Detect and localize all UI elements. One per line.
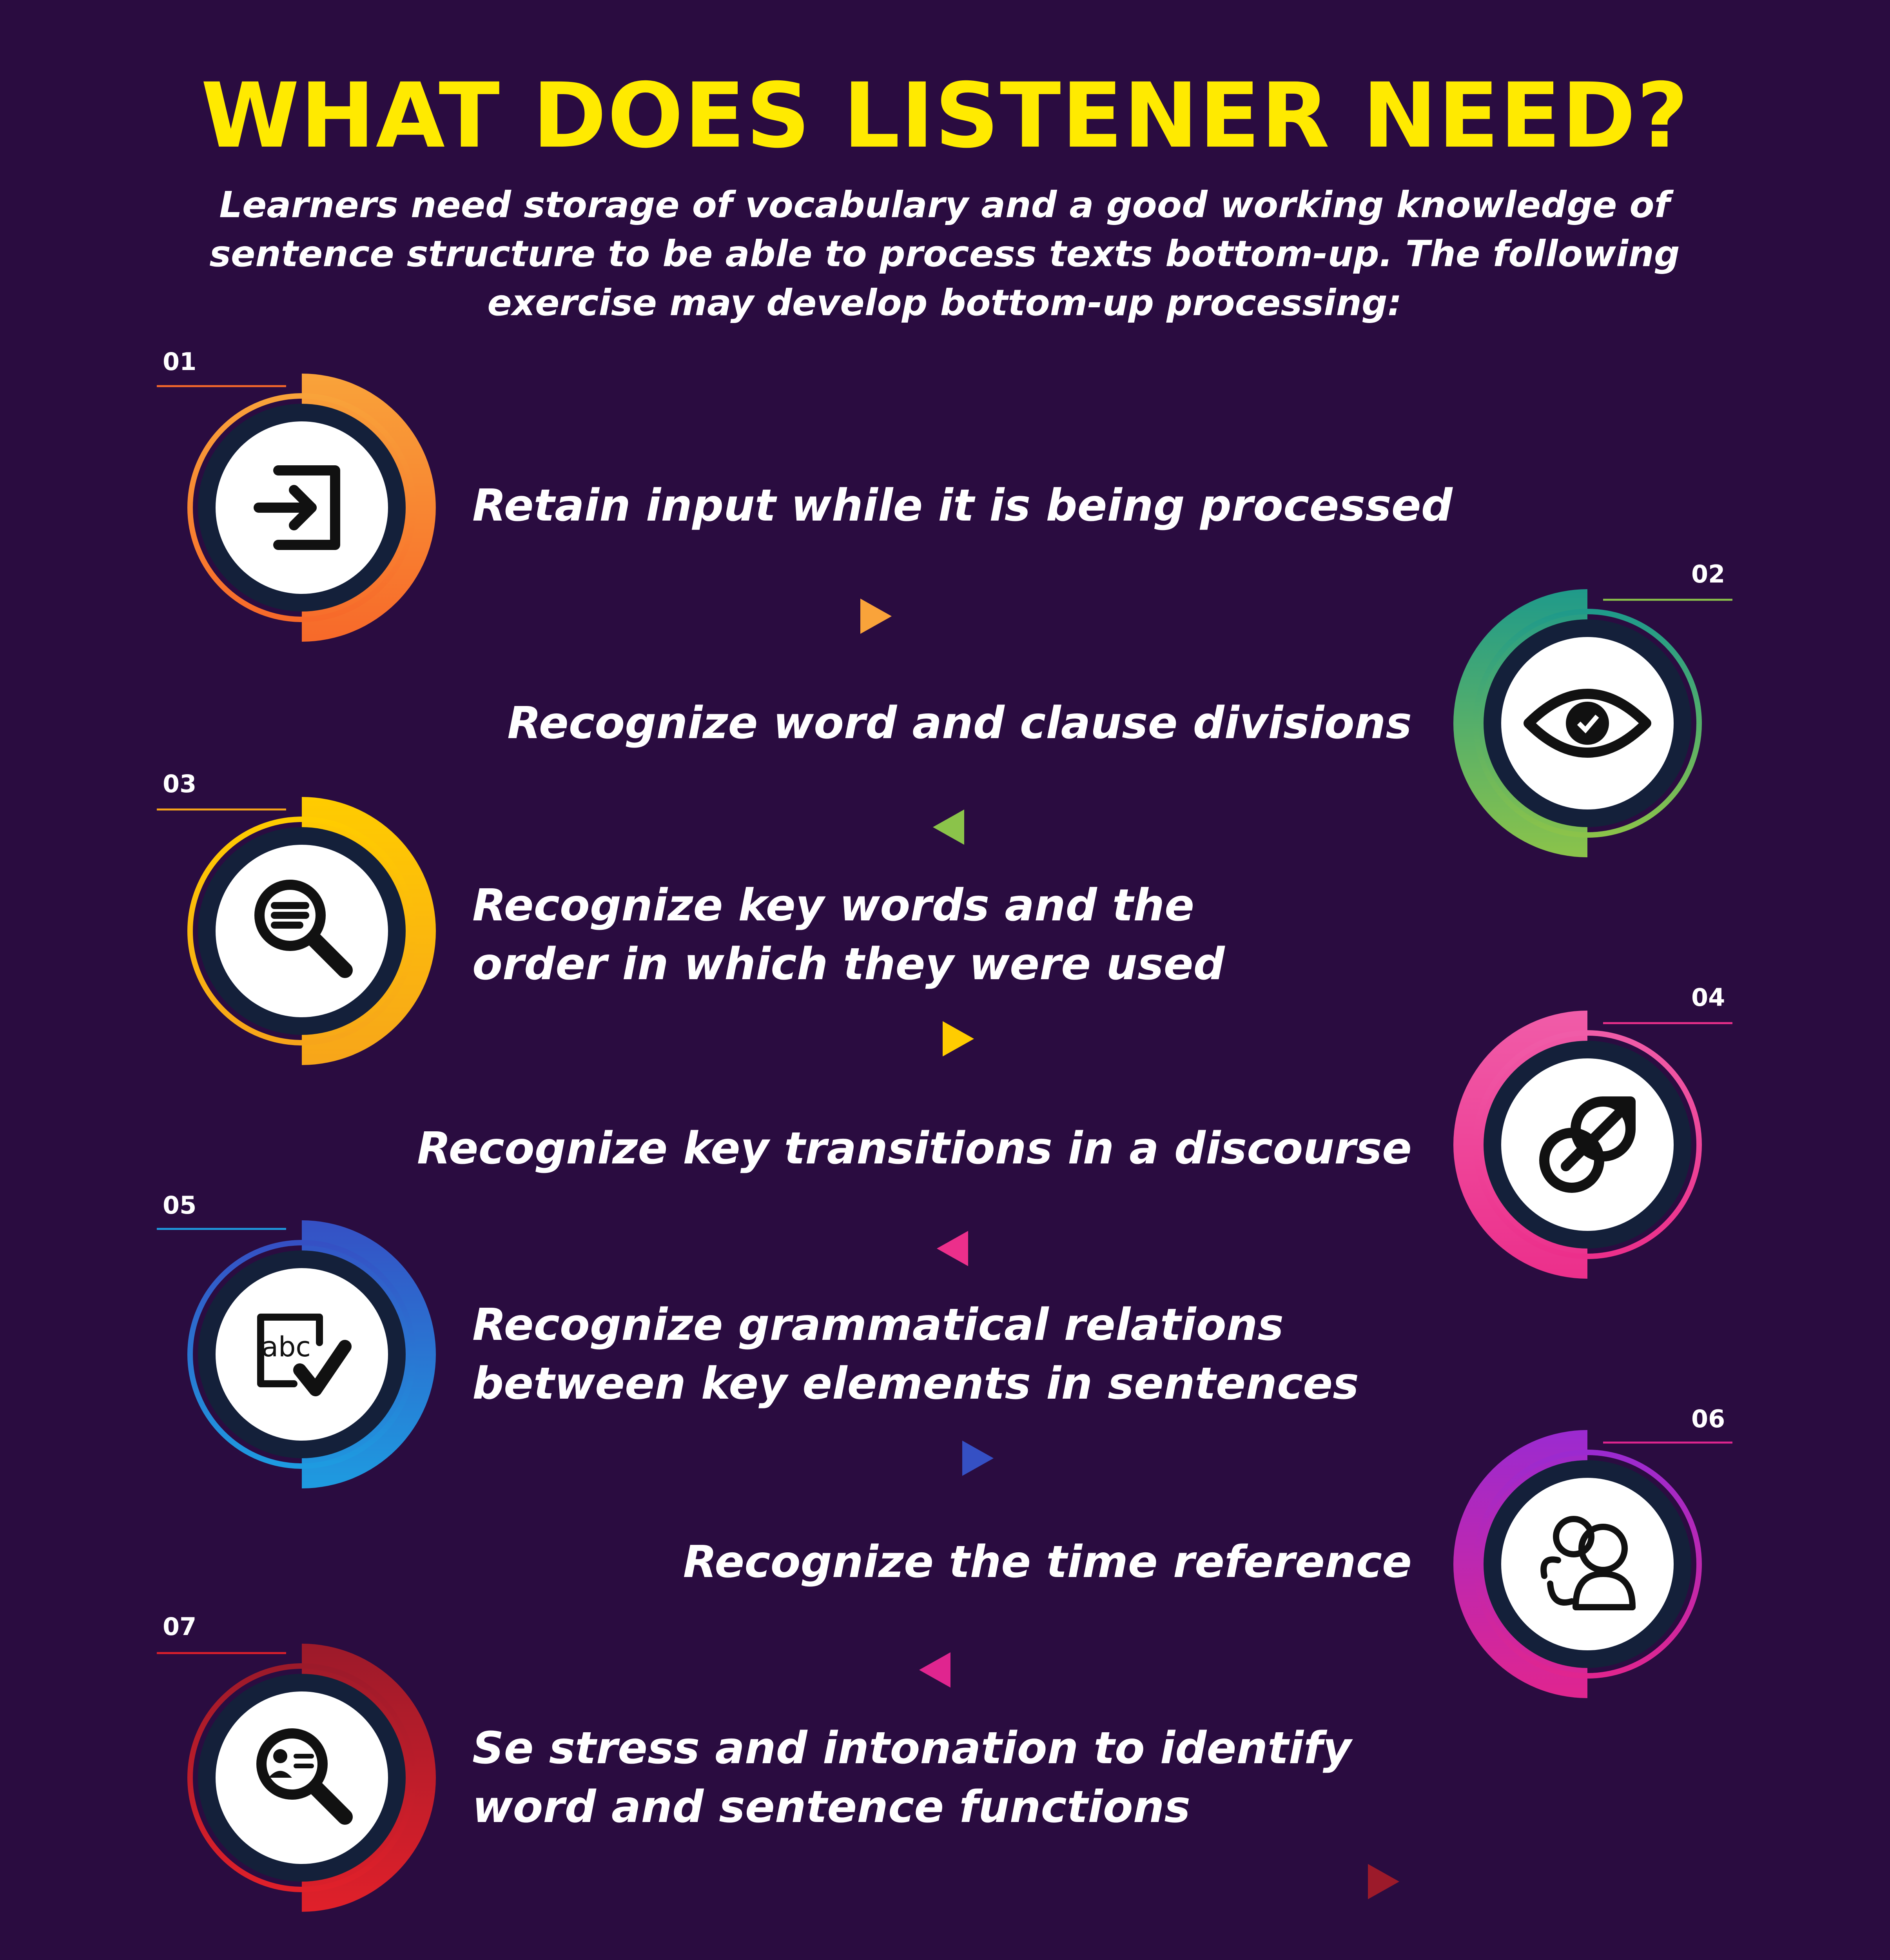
sign-in-icon [254,465,340,550]
step-number-06: 06 [1691,1405,1725,1433]
step-graphic-06 [919,1430,1732,1698]
step-number-02: 02 [1691,560,1725,588]
step-graphic-02 [933,589,1732,857]
search-person-icon [256,1728,353,1825]
step-label-01: Retain input while it is being processed [472,480,1453,531]
users-refresh-icon [1540,1516,1636,1610]
step-label-06: Recognize the time reference [683,1537,1412,1588]
step-number-03: 03 [163,769,197,798]
step-number-07: 07 [163,1612,197,1641]
page-subtitle: Learners need storage of vocabulary and … [209,184,1680,324]
page-title: WHAT DOES LISTENER NEED? [201,64,1689,168]
abc-check-icon: abc [257,1314,352,1396]
step-number-05: 05 [163,1191,197,1220]
step-label-02: Recognize word and clause divisions [507,698,1412,749]
step-label-03: Recognize key words and the order in whi… [472,880,1225,990]
step-graphic-04 [937,1011,1732,1279]
step-label-05: Recognize grammatical relations between … [472,1299,1359,1409]
transition-arrow-icon [1539,1096,1636,1193]
search-text-icon [254,880,353,978]
step-graphic-07 [157,1644,1399,1912]
step-graphic-05: abc [157,1220,994,1488]
eye-check-icon [1524,689,1651,758]
step-label-07: Se stress and intonation to identify wor… [472,1723,1351,1833]
step-number-04: 04 [1691,983,1725,1012]
svg-text:abc: abc [261,1331,311,1363]
step-number-01: 01 [163,347,197,376]
step-graphic-01 [157,374,1375,642]
step-graphic-03 [157,797,974,1065]
step-label-04: Recognize key transitions in a discourse [417,1123,1412,1174]
